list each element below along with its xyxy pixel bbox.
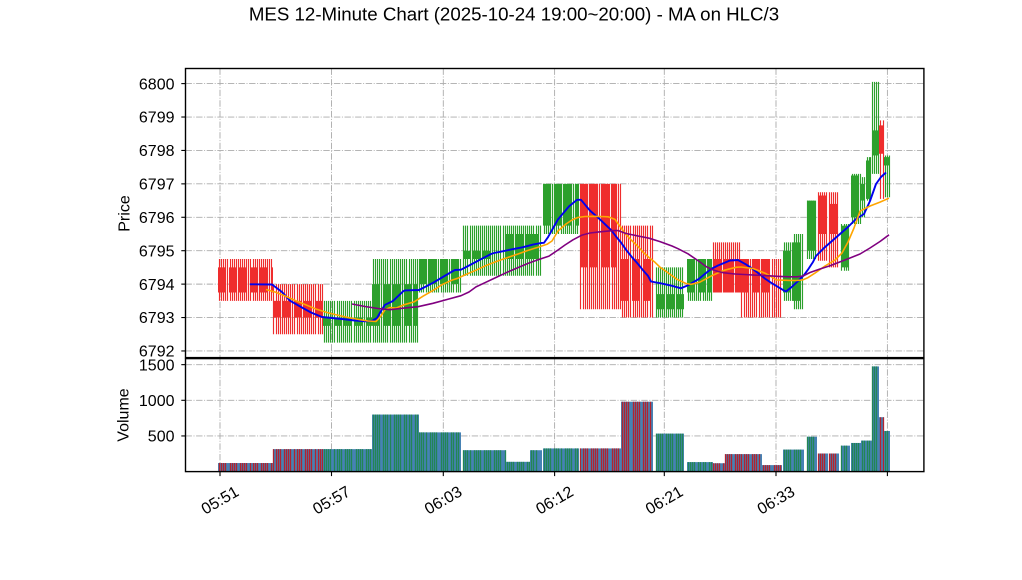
svg-text:6795: 6795 — [139, 243, 175, 260]
svg-text:6794: 6794 — [139, 277, 175, 294]
svg-text:6797: 6797 — [139, 177, 175, 194]
svg-text:500: 500 — [148, 429, 175, 446]
svg-text:MES 12-Minute Chart (2025-10-2: MES 12-Minute Chart (2025-10-24 19:00~20… — [249, 4, 779, 25]
svg-text:6792: 6792 — [139, 344, 175, 361]
svg-text:Price: Price — [117, 195, 134, 232]
svg-text:6796: 6796 — [139, 210, 175, 227]
svg-text:6798: 6798 — [139, 143, 175, 160]
svg-text:Volume: Volume — [116, 388, 133, 441]
svg-text:6800: 6800 — [139, 76, 175, 93]
svg-text:1500: 1500 — [139, 357, 175, 374]
svg-text:6799: 6799 — [139, 110, 175, 127]
svg-text:6793: 6793 — [139, 310, 175, 327]
svg-text:1000: 1000 — [139, 393, 175, 410]
